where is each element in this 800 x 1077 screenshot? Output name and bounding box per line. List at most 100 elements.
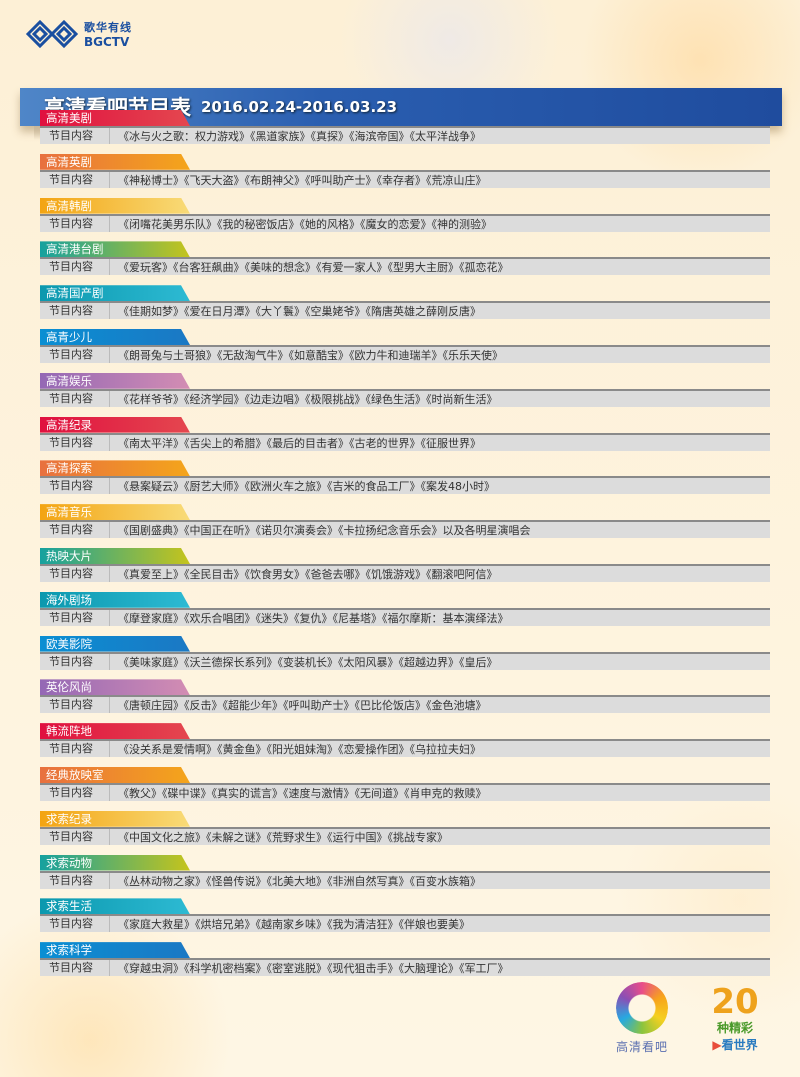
section-row: 节目内容 《丛林动物之家》《怪兽传说》《北美大地》《非洲自然写真》《百变水族箱》 [40,870,770,889]
section-row: 节目内容 《美味家庭》《沃兰德探长系列》《变装机长》《太阳风暴》《超越边界》《皇… [40,651,770,670]
row-label: 节目内容 [40,784,110,801]
program-list: 《悬案疑云》《厨艺大师》《欧洲火车之旅》《吉米的食品工厂》《案发48小时》 [118,480,495,494]
program-list: 《国剧盛典》《中国正在听》《诺贝尔演奏会》《卡拉扬纪念音乐会》以及各明星演唱会 [118,524,531,538]
section-tab: 高清娱乐 [40,372,190,389]
program-list: 《美味家庭》《沃兰德探长系列》《变装机长》《太阳风暴》《超越边界》《皇后》 [118,655,498,669]
schedule-section: 高清音乐 节目内容 《国剧盛典》《中国正在听》《诺贝尔演奏会》《卡拉扬纪念音乐会… [40,504,770,548]
section-tab: 热映大片 [40,547,190,564]
row-label: 节目内容 [40,303,110,320]
slogan-line-2: ▶看世界 [700,1036,770,1053]
schedule-section: 欧美影院 节目内容 《美味家庭》《沃兰德探长系列》《变装机长》《太阳风暴》《超越… [40,635,770,680]
schedule-section: 高清英剧 节目内容 《神秘博士》《飞天大盗》《布朗神父》《呼叫助产士》《幸存者》… [40,153,770,198]
schedule-section: 高清韩剧 节目内容 《闭嘴花美男乐队》《我的秘密饭店》《她的风格》《魔女的恋爱》… [40,197,770,242]
program-list: 《佳期如梦》《爱在日月潭》《大丫鬟》《空巢姥爷》《隋唐英雄之薛刚反唐》 [118,305,481,319]
section-row: 节目内容 《佳期如梦》《爱在日月潭》《大丫鬟》《空巢姥爷》《隋唐英雄之薛刚反唐》 [40,301,770,320]
schedule-list: 高清美剧 节目内容 《冰与火之歌：权力游戏》《黑道家族》《真探》《海滨帝国》《太… [40,110,770,986]
section-row: 节目内容 《冰与火之歌：权力游戏》《黑道家族》《真探》《海滨帝国》《太平洋战争》 [40,126,770,144]
row-label: 节目内容 [40,741,110,758]
slogan-number: 20 [711,982,759,1022]
section-tab: 求索生活 [40,898,190,915]
row-label: 节目内容 [40,346,110,363]
program-list: 《朗哥兔与土哥狼》《无敌淘气牛》《如意酷宝》《欧力牛和迪瑞羊》《乐乐天使》 [118,348,503,362]
section-row: 节目内容 《花样爷爷》《经济学园》《边走边唱》《极限挑战》《绿色生活》《时尚新生… [40,388,770,407]
program-list: 《爱玩客》《台客狂飙曲》《美味的想念》《有爱一家人》《型男大主厨》《孤恋花》 [118,261,509,275]
row-label: 节目内容 [40,565,110,582]
row-label: 节目内容 [40,215,110,232]
section-tab: 欧美影院 [40,635,190,652]
row-label: 节目内容 [40,171,110,188]
section-row: 节目内容 《爱玩客》《台客狂飙曲》《美味的想念》《有爱一家人》《型男大主厨》《孤… [40,257,770,276]
schedule-section: 海外剧场 节目内容 《摩登家庭》《欢乐合唱团》《迷失》《复仇》《尼基塔》《福尔摩… [40,591,770,636]
section-tab: 经典放映室 [40,766,190,783]
section-tab: 高清美剧 [40,110,190,126]
section-row: 节目内容 《朗哥兔与土哥狼》《无敌淘气牛》《如意酷宝》《欧力牛和迪瑞羊》《乐乐天… [40,344,770,363]
row-label: 节目内容 [40,522,110,539]
row-label: 节目内容 [40,128,110,144]
row-label: 节目内容 [40,434,110,451]
section-row: 节目内容 《摩登家庭》《欢乐合唱团》《迷失》《复仇》《尼基塔》《福尔摩斯：基本演… [40,607,770,626]
section-row: 节目内容 《悬案疑云》《厨艺大师》《欧洲火车之旅》《吉米的食品工厂》《案发48小… [40,476,770,495]
schedule-section: 高清美剧 节目内容 《冰与火之歌：权力游戏》《黑道家族》《真探》《海滨帝国》《太… [40,110,770,154]
program-list: 《教父》《碟中谍》《真实的谎言》《速度与激情》《无间道》《肖申克的救赎》 [118,786,487,800]
play-icon: ▶ [712,1038,722,1052]
schedule-section: 高清娱乐 节目内容 《花样爷爷》《经济学园》《边走边唱》《极限挑战》《绿色生活》… [40,372,770,417]
program-list: 《花样爷爷》《经济学园》《边走边唱》《极限挑战》《绿色生活》《时尚新生活》 [118,392,498,406]
row-label: 节目内容 [40,916,110,933]
schedule-section: 高清港台剧 节目内容 《爱玩客》《台客狂飙曲》《美味的想念》《有爱一家人》《型男… [40,241,770,285]
section-row: 节目内容 《南太平洋》《舌尖上的希腊》《最后的目击者》《古老的世界》《征服世界》 [40,432,770,451]
section-tab: 高清港台剧 [40,241,190,258]
program-list: 《摩登家庭》《欢乐合唱团》《迷失》《复仇》《尼基塔》《福尔摩斯：基本演绎法》 [118,611,509,625]
program-list: 《唐顿庄园》《反击》《超能少年》《呼叫助产士》《巴比伦饭店》《金色池塘》 [118,699,487,713]
g-swirl-icon [616,982,668,1034]
row-label: 节目内容 [40,609,110,626]
schedule-section: 经典放映室 节目内容 《教父》《碟中谍》《真实的谎言》《速度与激情》《无间道》《… [40,766,770,811]
schedule-section: 高清纪录 节目内容 《南太平洋》《舌尖上的希腊》《最后的目击者》《古老的世界》《… [40,416,770,461]
section-tab: 求索动物 [40,854,190,871]
program-list: 《穿越虫洞》《科学机密档案》《密室逃脱》《现代狙击手》《大脑理论》《军工厂》 [118,962,509,976]
date-range: 2016.02.24-2016.03.23 [201,98,398,116]
program-list: 《真爱至上》《全民目击》《饮食男女》《爸爸去哪》《饥饿游戏》《翻滚吧阿信》 [118,567,498,581]
bgctv-logo: 歌华有线 BGCTV [24,18,132,50]
slogan-line-2-text: 看世界 [721,1038,758,1052]
section-tab: 高青少儿 [40,328,190,345]
section-row: 节目内容 《闭嘴花美男乐队》《我的秘密饭店》《她的风格》《魔女的恋爱》《神的测验… [40,213,770,232]
program-list: 《闭嘴花美男乐队》《我的秘密饭店》《她的风格》《魔女的恋爱》《神的测验》 [118,217,492,231]
section-tab: 高清国产剧 [40,285,190,302]
section-tab: 求索科学 [40,942,190,959]
schedule-section: 高清国产剧 节目内容 《佳期如梦》《爱在日月潭》《大丫鬟》《空巢姥爷》《隋唐英雄… [40,285,770,329]
slogan-badge: 20 种精彩 ▶看世界 [700,985,770,1053]
section-row: 节目内容 《中国文化之旅》《未解之谜》《荒野求生》《运行中国》《挑战专家》 [40,826,770,845]
slogan-line-1: 种精彩 [716,1021,753,1035]
row-label: 节目内容 [40,390,110,407]
section-row: 节目内容 《家庭大救星》《烘培兄弟》《越南家乡味》《我为清洁狂》《伴娘也要美》 [40,914,770,933]
schedule-section: 高清探索 节目内容 《悬案疑云》《厨艺大师》《欧洲火车之旅》《吉米的食品工厂》《… [40,460,770,504]
section-tab: 求索纪录 [40,810,190,827]
gaoqing-kanba-logo: 高清看吧 [612,982,672,1055]
section-row: 节目内容 《唐顿庄园》《反击》《超能少年》《呼叫助产士》《巴比伦饭店》《金色池塘… [40,695,770,714]
program-list: 《没关系是爱情啊》《黄金鱼》《阳光姐妹淘》《恋爱操作团》《乌拉拉夫妇》 [118,743,481,757]
schedule-section: 韩流阵地 节目内容 《没关系是爱情啊》《黄金鱼》《阳光姐妹淘》《恋爱操作团》《乌… [40,723,770,767]
row-label: 节目内容 [40,697,110,714]
schedule-section: 求索科学 节目内容 《穿越虫洞》《科学机密档案》《密室逃脱》《现代狙击手》《大脑… [40,942,770,986]
schedule-section: 高青少儿 节目内容 《朗哥兔与土哥狼》《无敌淘气牛》《如意酷宝》《欧力牛和迪瑞羊… [40,328,770,373]
section-row: 节目内容 《真爱至上》《全民目击》《饮食男女》《爸爸去哪》《饥饿游戏》《翻滚吧阿… [40,563,770,582]
section-row: 节目内容 《没关系是爱情啊》《黄金鱼》《阳光姐妹淘》《恋爱操作团》《乌拉拉夫妇》 [40,739,770,758]
row-label: 节目内容 [40,828,110,845]
section-tab: 韩流阵地 [40,723,190,740]
section-tab: 高清音乐 [40,504,190,521]
program-list: 《南太平洋》《舌尖上的希腊》《最后的目击者》《古老的世界》《征服世界》 [118,436,481,450]
program-list: 《神秘博士》《飞天大盗》《布朗神父》《呼叫助产士》《幸存者》《荒凉山庄》 [118,173,487,187]
section-tab: 高清探索 [40,460,190,477]
schedule-section: 求索动物 节目内容 《丛林动物之家》《怪兽传说》《北美大地》《非洲自然写真》《百… [40,854,770,899]
schedule-section: 英伦风尚 节目内容 《唐顿庄园》《反击》《超能少年》《呼叫助产士》《巴比伦饭店》… [40,679,770,723]
program-list: 《冰与火之歌：权力游戏》《黑道家族》《真探》《海滨帝国》《太平洋战争》 [118,130,481,143]
section-tab: 高清纪录 [40,416,190,433]
section-row: 节目内容 《教父》《碟中谍》《真实的谎言》《速度与激情》《无间道》《肖申克的救赎… [40,782,770,801]
logo-en: BGCTV [84,35,130,49]
row-label: 节目内容 [40,653,110,670]
section-tab: 海外剧场 [40,591,190,608]
section-tab: 高清英剧 [40,153,190,170]
row-label: 节目内容 [40,960,110,977]
logo-mark-icon [25,19,79,49]
row-label: 节目内容 [40,478,110,495]
